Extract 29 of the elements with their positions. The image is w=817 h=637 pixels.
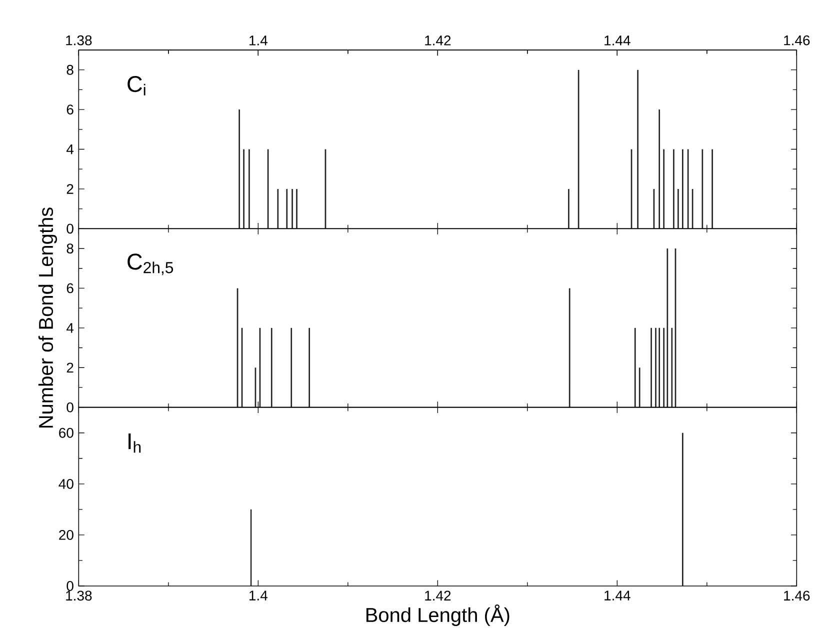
- y-tick-label: 0: [66, 402, 74, 412]
- y-tick-label: 6: [66, 283, 74, 294]
- x-tick-label: 1.44: [604, 590, 630, 600]
- y-tick-label: 0: [66, 581, 74, 591]
- y-tick-label: 20: [59, 530, 74, 540]
- x2-tick-label: 1.44: [604, 36, 630, 46]
- x-axis-title: Bond Length (Å): [366, 604, 510, 626]
- annotation: I$_{h}$: [128, 433, 141, 453]
- y-tick-label: 6: [66, 104, 74, 115]
- y-tick-label: 4: [66, 144, 74, 154]
- y-tick-label: 2: [66, 362, 74, 373]
- x-tick-label: 1.46: [784, 590, 810, 601]
- y-axis-title: Number of Bond Lengths: [38, 208, 58, 428]
- y-tick-label: 60: [59, 428, 74, 438]
- y-tick-label: 2: [66, 184, 74, 194]
- x2-tick-label: 1.46: [784, 35, 810, 46]
- x-tick-label: 1.38: [66, 590, 92, 601]
- x-tick-label: 1.4: [250, 590, 268, 600]
- y-tick-label: 40: [58, 478, 74, 489]
- y-tick-label: 8: [66, 64, 74, 75]
- x2-tick-label: 1.42: [425, 36, 451, 46]
- y-tick-label: 0: [66, 224, 74, 234]
- annotation: C$_{i}$: [128, 76, 146, 96]
- y-tick-label: 4: [66, 323, 74, 333]
- x-tick-label: 1.42: [425, 590, 451, 600]
- annotation: C$_{2h,5}$: [128, 254, 174, 276]
- y-tick-label: 8: [66, 244, 74, 254]
- x2-tick-label: 1.4: [250, 36, 268, 46]
- x2-tick-label: 1.38: [66, 35, 92, 46]
